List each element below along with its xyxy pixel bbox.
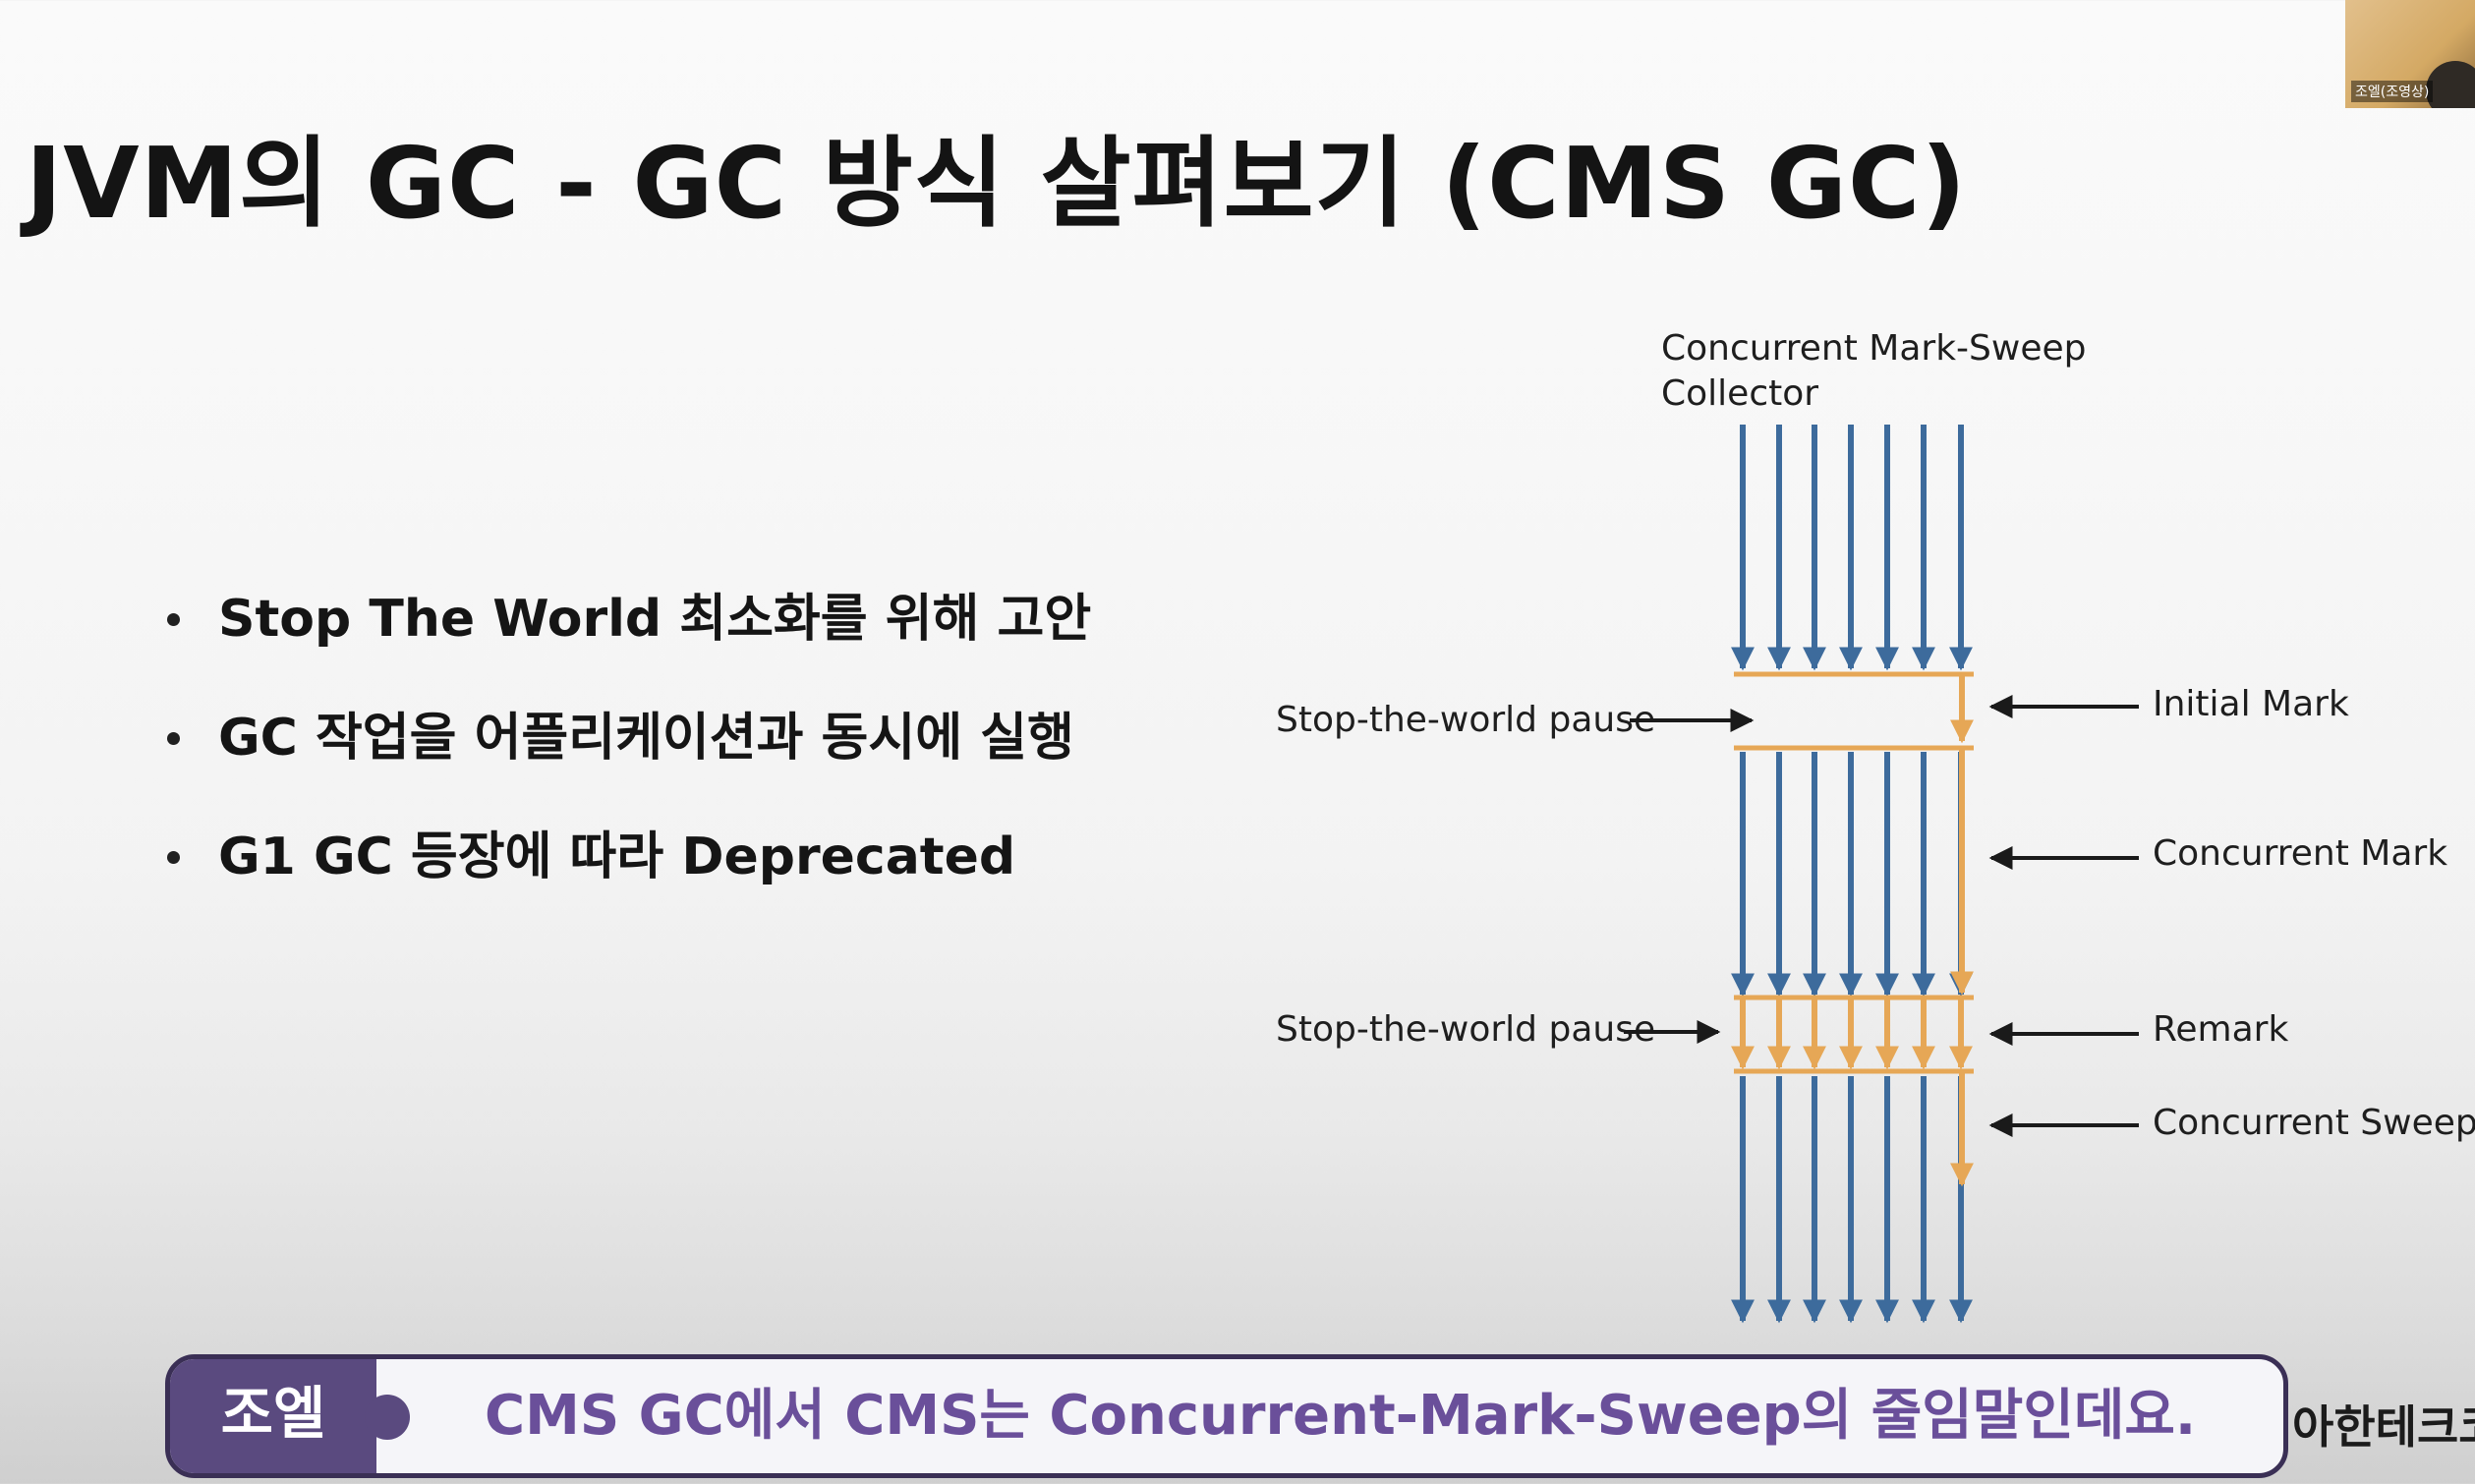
pause-label-initial: Stop-the-world pause [1276, 700, 1655, 740]
cms-collector-diagram: Concurrent Mark-Sweep Collector Stop-the… [1276, 328, 2475, 1324]
diagram-title-line2: Collector [1661, 373, 1818, 414]
bullet-dot [167, 851, 180, 864]
channel-name: 아한테크코 [2292, 1400, 2475, 1454]
phase-label-remark: Remark [2153, 1009, 2288, 1050]
speaker-tag [170, 1359, 410, 1473]
subtitle-bar: 조엘 CMS GC에서 CMS는 Concurrent-Mark-Sweep의 … [165, 1354, 2288, 1478]
gc-lines [1731, 671, 1974, 1187]
bullet-dot [167, 613, 180, 626]
bullet-list: Stop The World 최소화를 위해 고안 GC 작업을 어플리케이션과… [159, 580, 1091, 937]
bullet-text: Stop The World 최소화를 위해 고안 [218, 590, 1092, 649]
bullet-item: G1 GC 등장에 따라 Deprecated [159, 818, 1091, 937]
webcam-label: 조엘(조영상) [2351, 81, 2434, 102]
webcam-person [2426, 61, 2475, 108]
subtitle-text: CMS GC에서 CMS는 Concurrent-Mark-Sweep의 줄임말… [485, 1384, 2197, 1448]
phase-label-concurrent-sweep: Concurrent Sweep [2153, 1103, 2475, 1143]
bullet-item: Stop The World 최소화를 위해 고안 [159, 580, 1091, 699]
speaker-name: 조엘 [220, 1380, 326, 1447]
bullet-text: GC 작업을 어플리케이션과 동시에 실행 [218, 709, 1074, 768]
thread-lines [1731, 425, 1973, 1324]
phase-label-initial-mark: Initial Mark [2153, 684, 2349, 724]
pause-label-remark: Stop-the-world pause [1276, 1009, 1655, 1050]
diagram-title-line1: Concurrent Mark-Sweep [1661, 328, 2087, 369]
slide-title: JVM의 GC - GC 방식 살펴보기 (CMS GC) [26, 126, 1968, 241]
webcam-thumbnail: 조엘(조영상) [2345, 0, 2475, 108]
phase-label-concurrent-mark: Concurrent Mark [2153, 833, 2447, 874]
speaker-tag-notch [365, 1395, 410, 1440]
bullet-text: G1 GC 등장에 따라 Deprecated [218, 828, 1016, 886]
bullet-item: GC 작업을 어플리케이션과 동시에 실행 [159, 699, 1091, 818]
bullet-dot [167, 732, 180, 745]
